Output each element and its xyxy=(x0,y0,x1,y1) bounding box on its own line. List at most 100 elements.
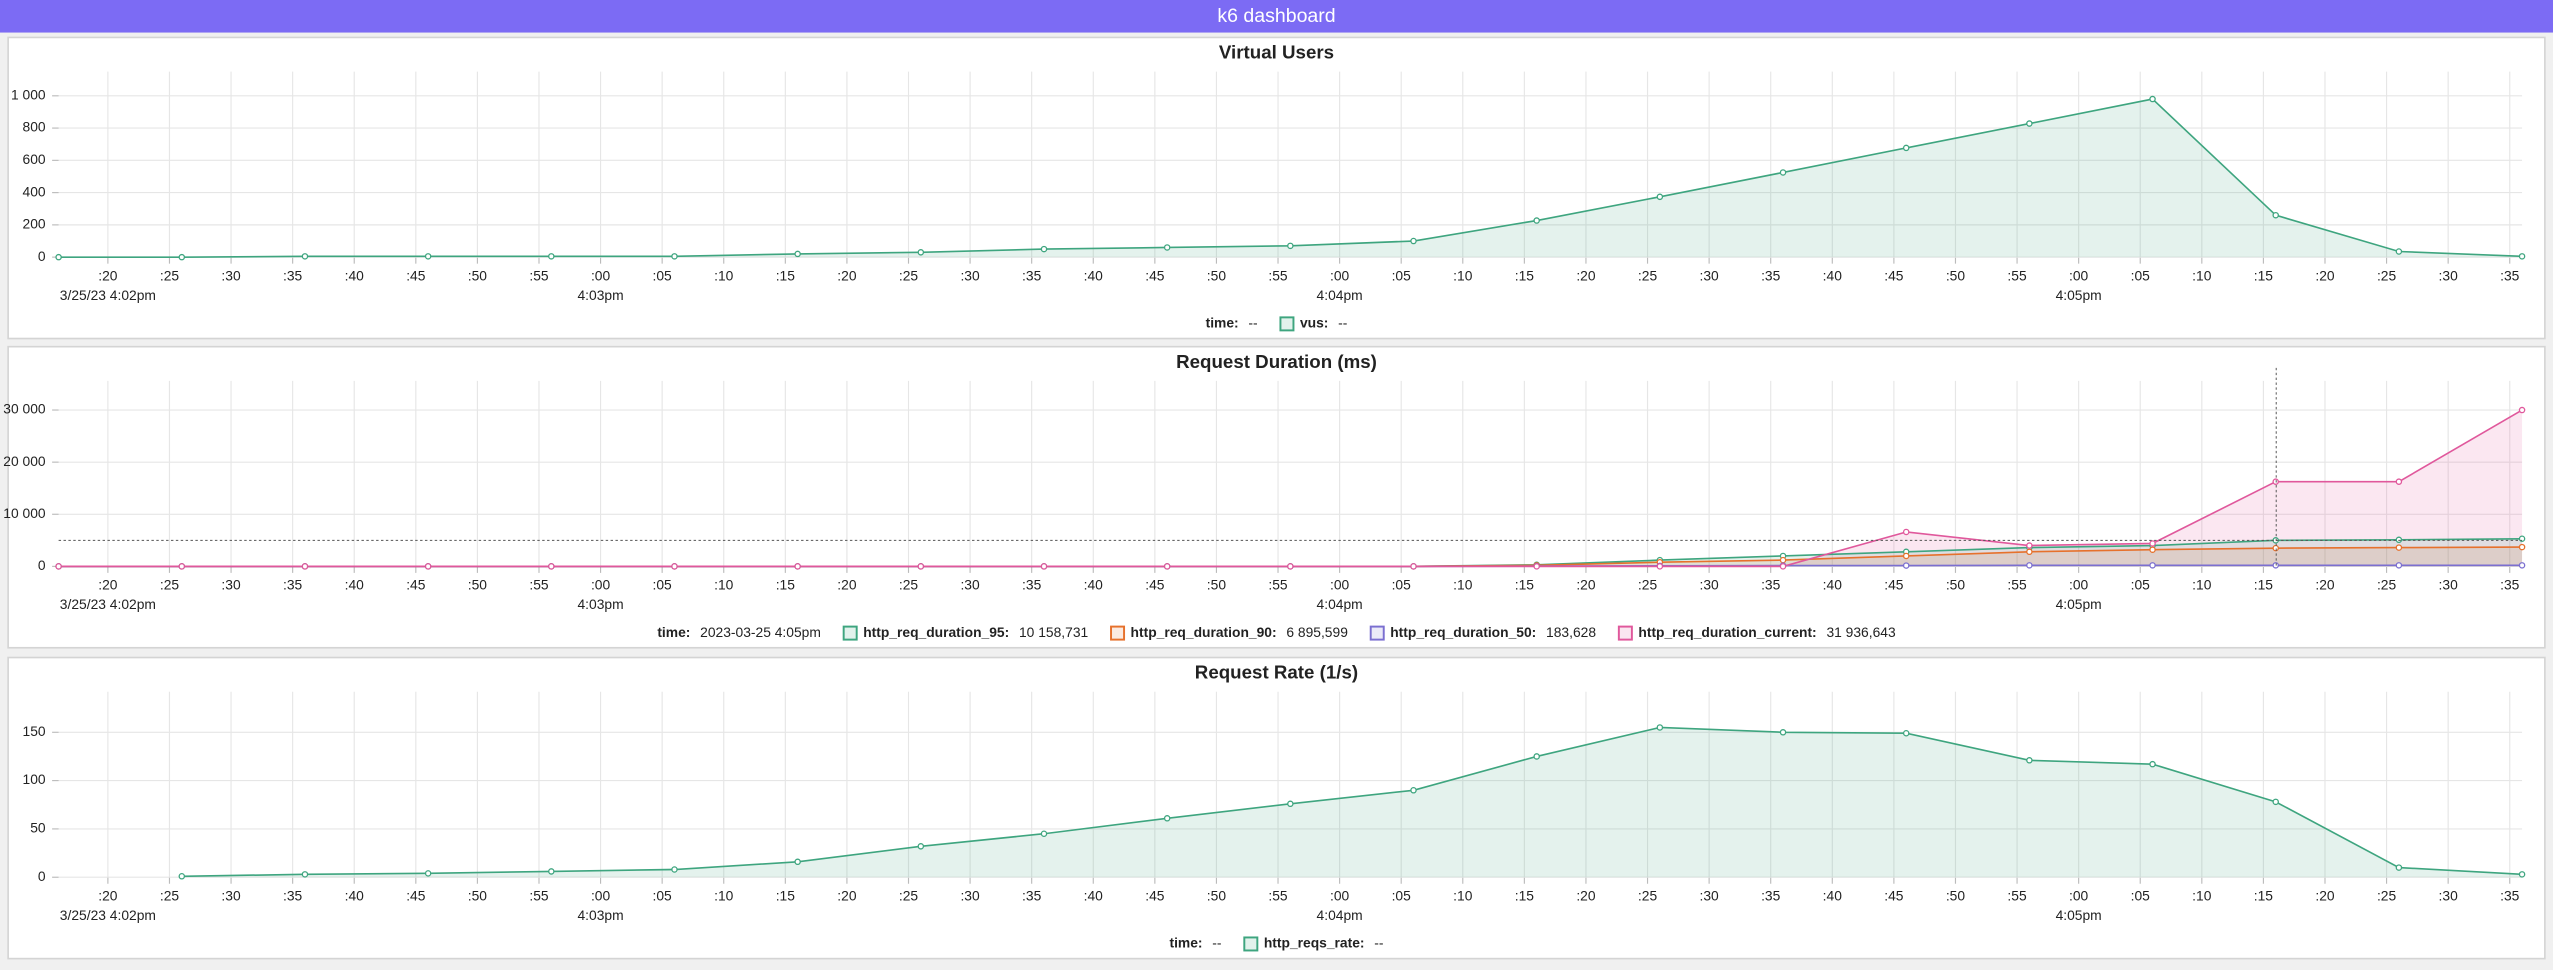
x-tick-label: :45 xyxy=(1145,887,1165,903)
data-point xyxy=(2272,478,2279,485)
y-tick-label: 100 xyxy=(23,771,46,787)
x-tick-label: :00 xyxy=(1330,887,1350,903)
x-tick-label: :25 xyxy=(1638,887,1658,903)
x-tick-label: :35 xyxy=(1761,267,1781,283)
data-point xyxy=(55,253,62,261)
y-tick-label: 400 xyxy=(23,183,46,199)
data-point xyxy=(1902,528,1910,536)
x-tick-label: :35 xyxy=(2500,577,2520,593)
x-tick-label: :25 xyxy=(1638,267,1658,283)
data-point xyxy=(2272,211,2279,219)
x-tick-label: :20 xyxy=(837,577,857,593)
x-tick-label: :15 xyxy=(2254,887,2274,903)
x-tick-label: :20 xyxy=(2315,887,2335,903)
x-tick-label: :40 xyxy=(1823,267,1843,283)
data-point xyxy=(2395,248,2403,255)
data-point xyxy=(1779,563,1787,570)
legend-series-name: vus: xyxy=(1300,315,1328,331)
data-point xyxy=(2395,536,2403,544)
x-tick-label: :50 xyxy=(1946,887,1966,903)
x-tick-label: :30 xyxy=(1700,267,1720,283)
x-tick-label: :40 xyxy=(1084,887,1104,903)
x-tick-label: :25 xyxy=(2377,887,2397,903)
data-point xyxy=(1656,193,1664,201)
legend-time-label: time: xyxy=(1169,935,1202,951)
x-tick-label: :30 xyxy=(221,577,241,593)
data-point xyxy=(548,868,555,875)
x-tick-label: :35 xyxy=(1761,887,1781,903)
chart-title: Virtual Users xyxy=(1219,42,1334,63)
data-point xyxy=(1779,169,1787,176)
x-tick-label: :30 xyxy=(2439,887,2459,903)
x-tick-label: :20 xyxy=(837,267,857,283)
legend-series-value: -- xyxy=(1374,935,1383,951)
legend-swatch xyxy=(1369,625,1385,641)
data-point xyxy=(2395,478,2403,485)
legend-swatch xyxy=(1617,625,1633,641)
x-tick-label: :35 xyxy=(2500,887,2520,903)
x-tick-label: :00 xyxy=(1330,267,1350,283)
data-point xyxy=(1040,245,1048,253)
data-point xyxy=(2518,543,2526,551)
chart-panel: Virtual Users:20:25:30:35:40:45:50:55:00… xyxy=(7,36,2546,340)
data-point xyxy=(1902,552,1910,560)
panel-frame xyxy=(7,36,2546,340)
x-tick-label: :35 xyxy=(2500,267,2520,283)
legend-series-name: http_req_duration_50: xyxy=(1390,624,1536,640)
x-tick-label: :15 xyxy=(2254,267,2274,283)
series-area xyxy=(58,547,2523,567)
x-tick-label: :10 xyxy=(714,267,734,283)
x-tick-label: :55 xyxy=(1268,887,1288,903)
x-tick-label: :45 xyxy=(1884,577,1904,593)
data-point xyxy=(2149,95,2156,103)
data-point xyxy=(2026,548,2033,556)
x-tick-label: :25 xyxy=(899,577,919,593)
data-point xyxy=(178,873,186,880)
x-tick-label: :00 xyxy=(1330,577,1350,593)
legend-time-label: time: xyxy=(1206,315,1239,331)
data-point xyxy=(2026,757,2033,764)
x-tick-label: :50 xyxy=(1207,267,1227,283)
data-point xyxy=(301,871,309,878)
x-tick-label: :50 xyxy=(1207,887,1227,903)
x-tick-label: :30 xyxy=(1700,577,1720,593)
x-tick-label: :10 xyxy=(2192,577,2212,593)
data-point xyxy=(917,843,925,850)
x-tick-label: :30 xyxy=(221,887,241,903)
x-tick-label: :00 xyxy=(2069,577,2089,593)
x-tick-label: :05 xyxy=(1392,267,1412,283)
x-tick-label: :40 xyxy=(1823,577,1843,593)
data-point xyxy=(671,563,678,570)
x-tick-label: :50 xyxy=(468,267,488,283)
legend-series-value: 31 936,643 xyxy=(1826,624,1896,640)
x-date-label: 4:03pm xyxy=(578,596,624,612)
x-tick-label: :35 xyxy=(283,887,303,903)
chart-title: Request Duration (ms) xyxy=(1176,351,1377,372)
x-date-label: 4:04pm xyxy=(1317,596,1363,612)
x-tick-label: :55 xyxy=(2007,577,2027,593)
data-point xyxy=(424,870,432,877)
x-tick-label: :45 xyxy=(406,577,426,593)
x-tick-label: :20 xyxy=(98,577,118,593)
legend-series-value: 6 895,599 xyxy=(1286,624,1348,640)
y-tick-label: 200 xyxy=(23,216,46,232)
x-date-label: 3/25/23 4:02pm xyxy=(60,596,156,612)
x-tick-label: :15 xyxy=(1515,887,1535,903)
x-tick-label: :25 xyxy=(2377,577,2397,593)
x-tick-label: :20 xyxy=(1576,577,1596,593)
legend: time: -- http_reqs_rate: -- xyxy=(1169,935,1384,952)
y-tick-label: 800 xyxy=(23,119,46,135)
legend-swatch xyxy=(1243,936,1259,952)
data-point xyxy=(794,563,801,570)
x-tick-label: :30 xyxy=(960,577,980,593)
legend-swatch xyxy=(1279,316,1295,332)
data-point xyxy=(1656,563,1664,570)
x-date-label: 3/25/23 4:02pm xyxy=(60,907,156,923)
x-tick-label: :50 xyxy=(1946,577,1966,593)
header-title: k6 dashboard xyxy=(1217,5,1335,27)
x-tick-label: :25 xyxy=(160,267,180,283)
x-tick-label: :55 xyxy=(1268,267,1288,283)
data-point xyxy=(1902,144,1910,152)
x-tick-label: :05 xyxy=(2131,577,2151,593)
